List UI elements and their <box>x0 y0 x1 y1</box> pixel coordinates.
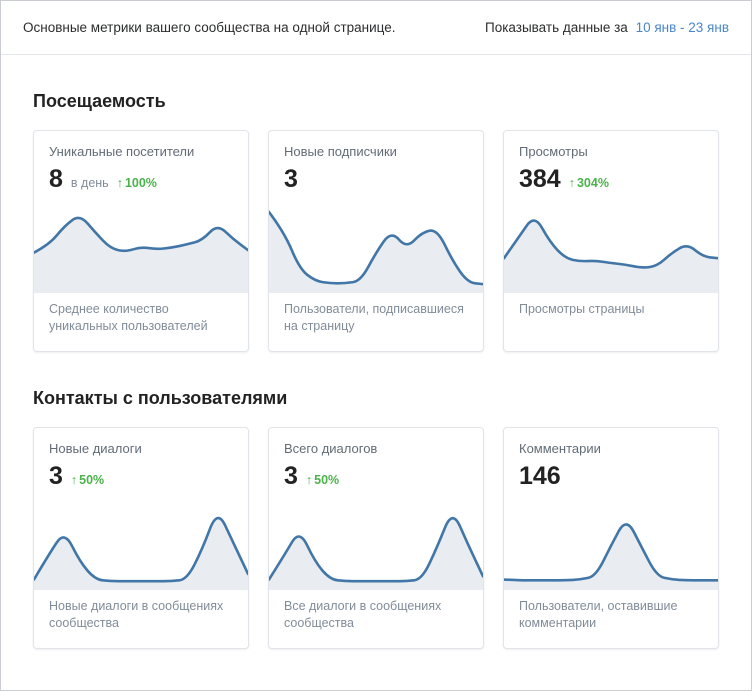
metric-value-row: 384 ↑ 304% <box>519 167 703 192</box>
metric-delta: ↑ 50% <box>71 473 104 487</box>
metric-value: 8 <box>49 165 63 193</box>
metric-value: 3 <box>49 462 63 490</box>
metric-value: 3 <box>284 462 298 490</box>
card-views[interactable]: Просмотры 384 ↑ 304% Просмотры страницы <box>503 130 719 352</box>
card-head: Просмотры 384 ↑ 304% <box>504 131 718 196</box>
metric-delta-value: 100% <box>124 176 157 190</box>
card-new-subscribers[interactable]: Новые подписчики 3 ↑ Пользователи, подпи… <box>268 130 484 352</box>
metric-delta: ↑ 304% <box>569 176 609 190</box>
cards-row-visits: Уникальные посетители 8 в день ↑ 100% Ср… <box>33 130 719 352</box>
metric-title: Новые диалоги <box>49 441 142 456</box>
sparkline-chart <box>34 516 248 590</box>
metric-delta: ↑ 50% <box>306 473 339 487</box>
metric-delta-value: 50% <box>314 473 340 487</box>
metric-title: Новые подписчики <box>284 144 397 159</box>
metric-caption: Новые диалоги в сообщениях сообщества <box>49 599 224 630</box>
card-head: Новые подписчики 3 ↑ <box>269 131 483 196</box>
header: Основные метрики вашего сообщества на од… <box>1 1 751 55</box>
main-content: Посещаемость Уникальные посетители 8 в д… <box>1 55 751 649</box>
arrow-up-icon: ↑ <box>568 176 575 190</box>
metric-title: Всего диалогов <box>284 441 378 456</box>
page-description: Основные метрики вашего сообщества на од… <box>23 20 396 35</box>
cards-row-contacts: Новые диалоги 3 ↑ 50% Новые диалоги в со… <box>33 427 719 649</box>
sparkline-chart <box>34 216 248 293</box>
card-head: Комментарии 146 ↑ <box>504 428 718 493</box>
metric-value: 3 <box>284 165 298 193</box>
section-title-user-contacts: Контакты с пользователями <box>33 388 288 408</box>
metric-title: Уникальные посетители <box>49 144 195 159</box>
card-comments[interactable]: Комментарии 146 ↑ Пользователи, оставивш… <box>503 427 719 649</box>
arrow-up-icon: ↑ <box>116 176 123 190</box>
metric-value-row: 8 в день ↑ 100% <box>49 167 233 192</box>
metric-caption: Просмотры страницы <box>519 302 645 316</box>
metric-caption: Пользователи, оставившие комментарии <box>519 599 678 630</box>
sparkline-chart <box>504 523 718 590</box>
metric-delta-value: 50% <box>79 473 105 487</box>
metric-title: Просмотры <box>519 144 588 159</box>
metric-title: Комментарии <box>519 441 601 456</box>
metric-value-row: 3 ↑ <box>284 167 468 192</box>
card-unique-visitors[interactable]: Уникальные посетители 8 в день ↑ 100% Ср… <box>33 130 249 352</box>
metric-delta: ↑ 100% <box>117 176 157 190</box>
card-head: Всего диалогов 3 ↑ 50% <box>269 428 483 493</box>
section-title-visits: Посещаемость <box>33 91 166 111</box>
card-total-dialogs[interactable]: Всего диалогов 3 ↑ 50% Все диалоги в соо… <box>268 427 484 649</box>
sparkline-chart <box>269 210 483 293</box>
arrow-up-icon: ↑ <box>70 473 78 487</box>
card-head: Уникальные посетители 8 в день ↑ 100% <box>34 131 248 196</box>
metric-delta-value: 304% <box>576 176 609 190</box>
period-date-range-link[interactable]: 10 янв - 23 янв <box>635 20 729 35</box>
card-head: Новые диалоги 3 ↑ 50% <box>34 428 248 493</box>
metric-value: 146 <box>519 462 561 490</box>
metric-value-row: 146 ↑ <box>519 464 703 489</box>
metric-value-suffix: в день <box>70 176 109 190</box>
metric-value: 384 <box>519 165 561 193</box>
period-control: Показывать данные за 10 янв - 23 янв <box>485 20 729 35</box>
arrow-up-icon: ↑ <box>305 473 313 487</box>
metric-caption: Все диалоги в сообщениях сообщества <box>284 599 442 630</box>
section-user-contacts: Контакты с пользователями Новые диалоги … <box>33 388 719 649</box>
section-visits: Посещаемость Уникальные посетители 8 в д… <box>33 91 719 352</box>
metric-value-row: 3 ↑ 50% <box>284 464 468 489</box>
period-label: Показывать данные за <box>485 20 628 35</box>
sparkline-chart <box>504 219 718 293</box>
card-new-dialogs[interactable]: Новые диалоги 3 ↑ 50% Новые диалоги в со… <box>33 427 249 649</box>
metric-caption: Пользователи, подписавшиеся на страницу <box>284 302 464 333</box>
metric-caption: Среднее количество уникальных пользовате… <box>49 302 208 333</box>
metric-value-row: 3 ↑ 50% <box>49 464 233 489</box>
sparkline-chart <box>269 516 483 590</box>
